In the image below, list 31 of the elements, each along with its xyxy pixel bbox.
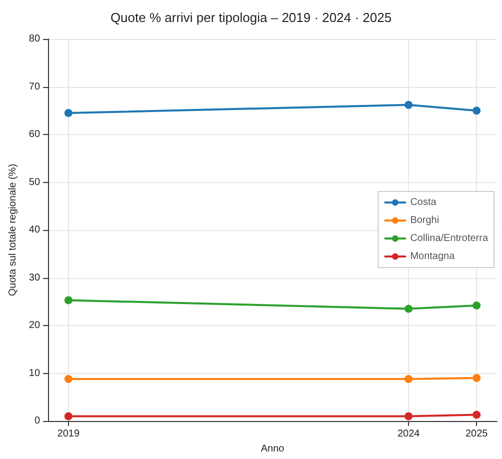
chart-title: Quote % arrivi per tipologia – 2019 · 2024 · 2025 <box>110 10 392 25</box>
x-tick-label: 2024 <box>397 428 420 440</box>
point <box>64 412 72 420</box>
point <box>64 109 72 118</box>
legend-label: Borghi <box>410 215 440 226</box>
legend-label: Collina/Entroterra <box>410 233 488 244</box>
point <box>64 296 72 304</box>
y-tick-label: 10 <box>28 368 40 379</box>
point <box>404 412 413 420</box>
y-tick-label: 70 <box>28 81 40 92</box>
x-tick-label: 2025 <box>465 428 488 440</box>
point <box>404 374 413 383</box>
y-tick-label: 30 <box>28 272 40 284</box>
legend-label: Montagna <box>410 251 456 262</box>
point <box>404 304 413 313</box>
point <box>404 100 413 109</box>
y-tick-label: 20 <box>28 320 40 331</box>
y-tick-label: 80 <box>28 34 40 44</box>
point <box>64 374 72 383</box>
x-axis-title: Anno <box>260 443 285 454</box>
point <box>472 410 481 419</box>
y-tick-label: 0 <box>34 416 40 426</box>
y-tick-label: 40 <box>28 224 40 236</box>
y-tick-label: 50 <box>28 176 40 188</box>
y-tick-label: 60 <box>28 129 40 140</box>
point <box>472 106 481 115</box>
point <box>472 301 481 310</box>
point <box>472 374 481 382</box>
x-tick-label: 2019 <box>57 428 80 440</box>
legend-label: Costa <box>410 197 437 208</box>
y-axis-title: Quota sul totale regionale (%) <box>8 164 18 296</box>
